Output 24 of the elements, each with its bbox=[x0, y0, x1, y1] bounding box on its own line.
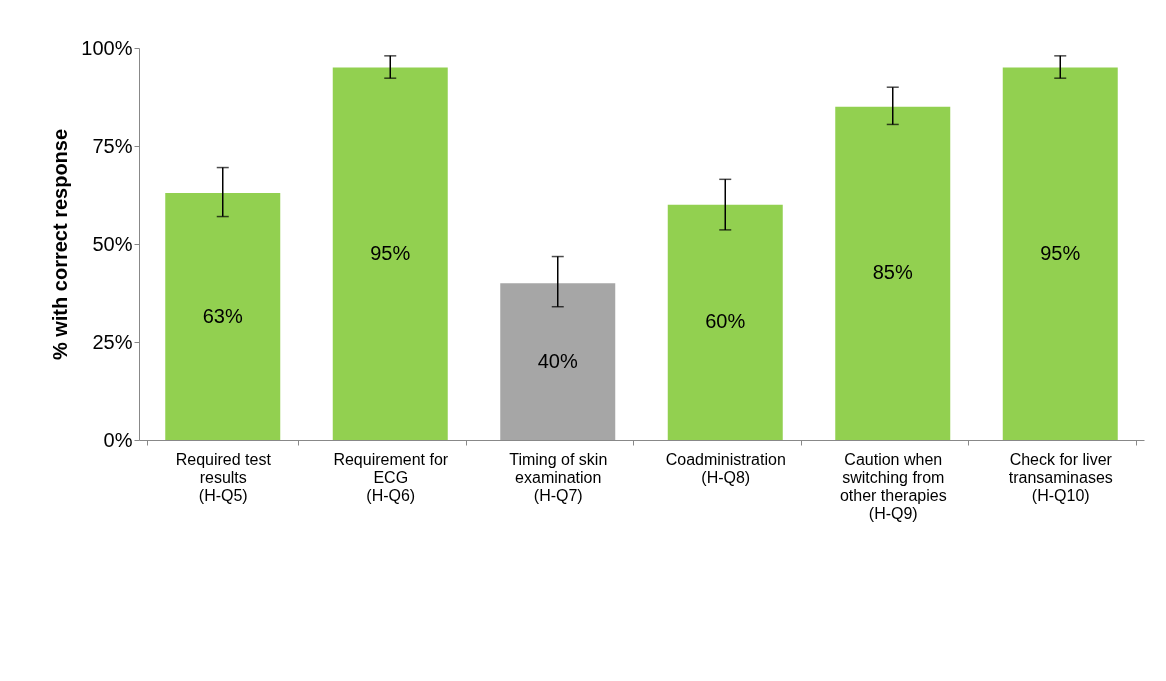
x-tick-label: Requirement for ECG (H-Q6) bbox=[333, 450, 449, 504]
data-label: 95% bbox=[1040, 241, 1081, 264]
y-tick-label: 0% bbox=[103, 428, 133, 451]
x-tick-label: Required test results (H-Q5) bbox=[175, 450, 272, 504]
data-label: 40% bbox=[537, 349, 578, 372]
data-label: 85% bbox=[872, 261, 913, 284]
y-tick-label: 75% bbox=[92, 134, 133, 157]
bar bbox=[1002, 67, 1118, 440]
bar bbox=[500, 283, 616, 440]
data-label: 60% bbox=[705, 310, 746, 333]
bar bbox=[332, 67, 448, 440]
y-tick-label: 25% bbox=[92, 330, 133, 353]
data-label: 63% bbox=[202, 304, 243, 327]
y-tick-label: 50% bbox=[92, 232, 133, 255]
y-axis-title: % with correct response bbox=[49, 128, 72, 361]
bar bbox=[835, 106, 951, 440]
bar bbox=[667, 204, 783, 440]
data-label: 95% bbox=[370, 241, 411, 264]
y-tick-label: 100% bbox=[81, 36, 133, 59]
x-tick-label: Check for liver transaminases (H-Q10) bbox=[1008, 450, 1113, 504]
x-tick-label: Timing of skin examination (H-Q7) bbox=[509, 450, 608, 504]
bar bbox=[165, 193, 281, 440]
x-tick-label: Caution when switching from other therapies (H-Q9) bbox=[839, 450, 947, 522]
x-tick-label: Coadministration (H-Q8) bbox=[665, 450, 786, 486]
